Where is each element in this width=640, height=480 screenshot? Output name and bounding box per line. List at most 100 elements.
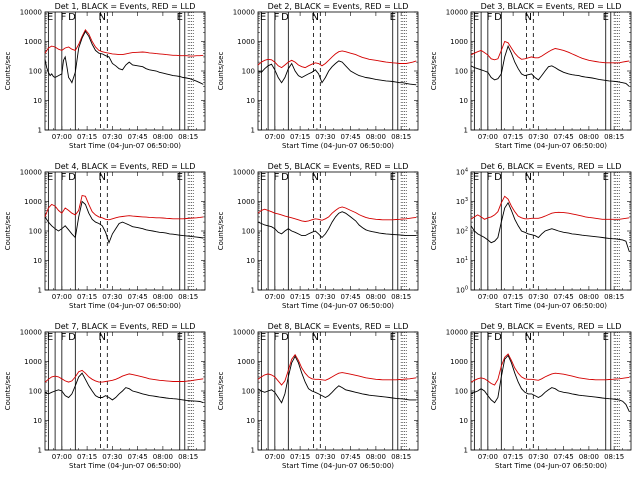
x-tick-label: 07:00 (265, 133, 285, 141)
marker-label: E (473, 332, 479, 343)
marker-label: D (281, 332, 289, 343)
x-tick-label: 07:45 (341, 453, 361, 461)
marker-label: E (603, 172, 609, 183)
y-tick-label: 1000 (237, 198, 255, 206)
y-tick-label: 1 (38, 127, 42, 135)
x-tick-label: 07:15 (503, 293, 523, 301)
series-events (44, 372, 204, 404)
marker-label: D (494, 172, 502, 183)
marker-label: E (47, 332, 53, 343)
chart-title: Det 3, BLACK = Events, RED = LLD (481, 2, 622, 11)
marker-label: E (47, 172, 53, 183)
series-lld (470, 40, 630, 64)
chart-panel-3: Det 3, BLACK = Events, RED = LLD 1 10 100 10… (430, 2, 632, 150)
x-axis-label: Start Time (04-Jun-07 06:50:00) (495, 142, 607, 150)
marker-label: F (61, 172, 67, 183)
marker-label: E (390, 12, 396, 23)
plot-frame (257, 11, 419, 131)
y-tick-label: 1 (251, 447, 255, 455)
y-tick-label: 10000 (233, 169, 255, 177)
x-tick-label: 07:45 (341, 133, 361, 141)
y-tick-label: 100 (29, 68, 42, 76)
x-tick-label: 07:30 (315, 453, 335, 461)
x-axis-label: Start Time (04-Jun-07 06:50:00) (69, 302, 181, 310)
y-tick-label: 102 (456, 227, 468, 236)
marker-label: F (274, 332, 280, 343)
y-tick-label: 100 (455, 388, 468, 396)
chart-title: Det 9, BLACK = Events, RED = LLD (481, 322, 622, 331)
x-axis-label: Start Time (04-Jun-07 06:50:00) (69, 142, 181, 150)
x-axis-label: Start Time (04-Jun-07 06:50:00) (282, 142, 394, 150)
x-tick-label: 08:15 (178, 133, 198, 141)
marker-label: D (68, 12, 76, 23)
x-axis-label: Start Time (04-Jun-07 06:50:00) (495, 302, 607, 310)
y-tick-label: 10 (459, 417, 468, 425)
x-tick-label: 08:15 (604, 453, 624, 461)
x-tick-label: 08:15 (391, 293, 411, 301)
x-tick-label: 07:00 (265, 293, 285, 301)
series-lld (470, 353, 630, 386)
y-tick-label: 1000 (24, 198, 42, 206)
x-tick-label: 07:00 (52, 453, 72, 461)
chart-title: Det 4, BLACK = Events, RED = LLD (55, 162, 196, 171)
marker-label: F (487, 12, 493, 23)
x-tick-label: 08:15 (391, 133, 411, 141)
y-tick-label: 10000 (233, 9, 255, 17)
series-events (257, 60, 417, 86)
y-tick-label: 10000 (446, 9, 468, 17)
y-tick-label: 10 (246, 417, 255, 425)
plot-frame (257, 331, 419, 451)
marker-label: E (177, 12, 183, 23)
y-tick-label: 1 (251, 287, 255, 295)
plot-frame (470, 331, 632, 451)
y-tick-label: 103 (456, 197, 468, 206)
chart-title: Det 1, BLACK = Events, RED = LLD (55, 2, 196, 11)
chart-panel-1: Det 1, BLACK = Events, RED = LLD 1 10 100 10… (4, 2, 206, 150)
x-axis-label: Start Time (04-Jun-07 06:50:00) (69, 462, 181, 470)
x-tick-label: 07:45 (341, 293, 361, 301)
marker-label: F (487, 332, 493, 343)
x-tick-label: 08:15 (604, 293, 624, 301)
marker-label: N (312, 12, 319, 23)
marker-label: E (260, 12, 266, 23)
x-tick-label: 08:00 (153, 293, 173, 301)
plot-frame (257, 171, 419, 291)
y-tick-label: 1 (251, 127, 255, 135)
y-axis-label: Counts/sec (4, 372, 12, 411)
y-axis-label: Counts/sec (4, 52, 12, 91)
x-tick-label: 07:30 (315, 293, 335, 301)
marker-label: E (177, 172, 183, 183)
series-lld (470, 195, 630, 220)
y-tick-label: 10 (246, 97, 255, 105)
y-tick-label: 1000 (450, 38, 468, 46)
plot-frame (470, 171, 632, 291)
chart-title: Det 8, BLACK = Events, RED = LLD (268, 322, 409, 331)
marker-label: E (177, 332, 183, 343)
y-axis-label: Counts/sec (217, 212, 225, 251)
marker-label: E (603, 332, 609, 343)
x-tick-label: 07:15 (290, 453, 310, 461)
y-tick-label: 10 (246, 257, 255, 265)
series-events (257, 355, 417, 404)
series-lld (257, 50, 417, 69)
x-tick-label: 07:00 (478, 453, 498, 461)
marker-label: D (68, 172, 76, 183)
plot-frame (44, 11, 206, 131)
chart-title: Det 6, BLACK = Events, RED = LLD (481, 162, 622, 171)
y-axis-label: Counts/sec (430, 212, 438, 251)
plot-frame (470, 11, 632, 131)
x-axis-label: Start Time (04-Jun-07 06:50:00) (495, 462, 607, 470)
y-tick-label: 100 (456, 286, 468, 295)
series-events (44, 200, 204, 245)
marker-label: N (312, 172, 319, 183)
x-tick-label: 07:15 (77, 453, 97, 461)
y-tick-label: 10000 (446, 329, 468, 337)
marker-label: F (61, 12, 67, 23)
x-tick-label: 08:15 (604, 133, 624, 141)
marker-label: N (525, 332, 532, 343)
marker-label: D (494, 12, 502, 23)
y-tick-label: 104 (456, 168, 468, 177)
chart-title: Det 5, BLACK = Events, RED = LLD (268, 162, 409, 171)
y-tick-label: 100 (242, 228, 255, 236)
y-tick-label: 1 (464, 127, 468, 135)
